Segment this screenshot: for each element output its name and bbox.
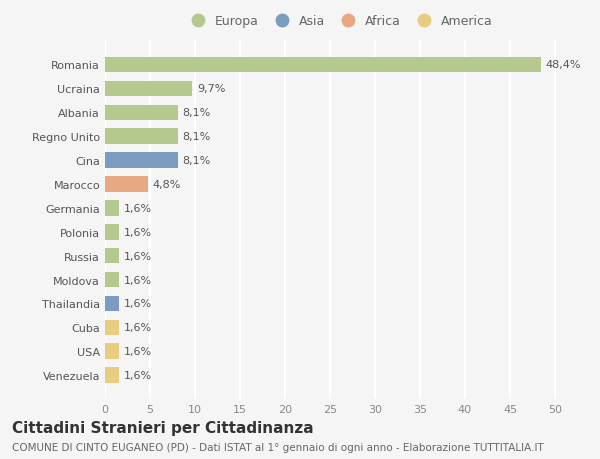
Text: COMUNE DI CINTO EUGANEO (PD) - Dati ISTAT al 1° gennaio di ogni anno - Elaborazi: COMUNE DI CINTO EUGANEO (PD) - Dati ISTA…	[12, 442, 544, 452]
Text: 1,6%: 1,6%	[124, 299, 152, 309]
Bar	[105, 81, 193, 97]
Legend: Europa, Asia, Africa, America: Europa, Asia, Africa, America	[185, 15, 493, 28]
Text: 4,8%: 4,8%	[152, 179, 181, 190]
Text: Cittadini Stranieri per Cittadinanza: Cittadini Stranieri per Cittadinanza	[12, 420, 314, 435]
Bar	[105, 368, 119, 383]
Text: 1,6%: 1,6%	[124, 347, 152, 357]
Bar	[105, 296, 119, 312]
Text: 1,6%: 1,6%	[124, 227, 152, 237]
Text: 48,4%: 48,4%	[545, 60, 581, 70]
Text: 1,6%: 1,6%	[124, 251, 152, 261]
Text: 8,1%: 8,1%	[182, 156, 211, 166]
Bar	[105, 177, 148, 192]
Bar	[105, 344, 119, 359]
Text: 1,6%: 1,6%	[124, 275, 152, 285]
Text: 8,1%: 8,1%	[182, 132, 211, 142]
Text: 1,6%: 1,6%	[124, 370, 152, 381]
Bar	[105, 201, 119, 216]
Text: 1,6%: 1,6%	[124, 323, 152, 333]
Bar	[105, 129, 178, 145]
Bar	[105, 224, 119, 240]
Bar	[105, 272, 119, 288]
Bar	[105, 105, 178, 121]
Text: 1,6%: 1,6%	[124, 203, 152, 213]
Text: 8,1%: 8,1%	[182, 108, 211, 118]
Bar	[105, 153, 178, 168]
Text: 9,7%: 9,7%	[197, 84, 225, 94]
Bar	[105, 320, 119, 336]
Bar	[105, 57, 541, 73]
Bar	[105, 248, 119, 264]
